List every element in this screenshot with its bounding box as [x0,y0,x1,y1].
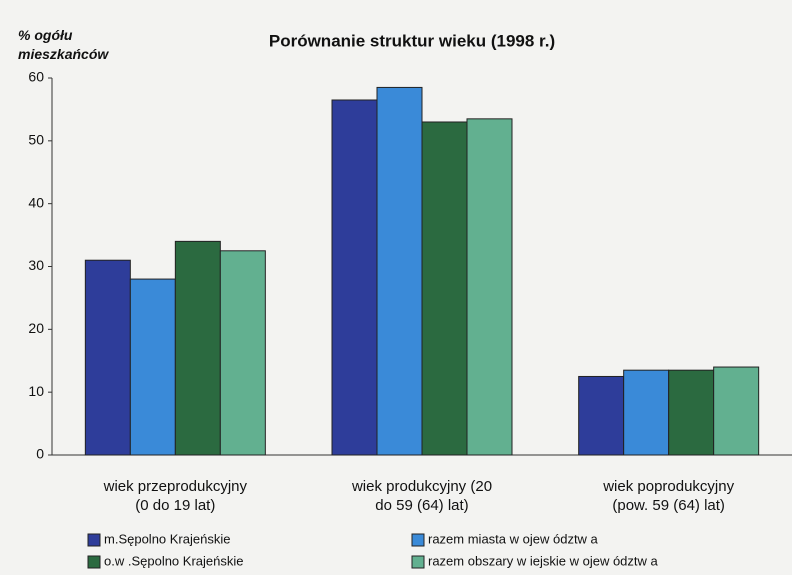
legend-swatch [87,533,101,547]
x-tick-label: wiek produkcyjny (20 do 59 (64) lat) [351,478,493,514]
y-tick-label: 50 [28,132,44,148]
y-tick-label: 60 [28,69,44,85]
legend-label: o.w .Sępolno Krajeńskie [104,553,243,568]
y-tick-label: 40 [28,194,44,210]
bar [668,369,715,456]
bar [219,250,266,456]
bar [713,366,760,456]
bar [376,86,423,456]
bar [331,99,378,456]
y-tick-label: 30 [28,257,44,273]
x-tick-label: wiek poprodukcyjny (pow. 59 (64) lat) [603,478,735,514]
bar [578,375,625,456]
y-tick-label: 0 [36,446,44,462]
y-axis-label: % ogółu mieszkańców [18,27,109,62]
bar [84,259,131,456]
bar [421,121,468,456]
legend-swatch [411,555,425,569]
legend-label: razem obszary w iejskie w ojew ództw a [428,553,659,568]
bar [129,278,176,456]
bar [623,369,670,456]
y-tick-label: 20 [28,320,44,336]
x-tick-label: wiek przeprodukcyjny (0 do 19 lat) [103,478,248,514]
legend-label: razem miasta w ojew ództw a [428,531,599,546]
y-tick-label: 10 [28,383,44,399]
legend-label: m.Sępolno Krajeńskie [104,531,230,546]
bar [466,118,513,456]
legend-swatch [87,555,101,569]
legend-swatch [411,533,425,547]
bar [174,240,221,456]
chart-title: Porównanie struktur wieku (1998 r.) [269,31,555,50]
